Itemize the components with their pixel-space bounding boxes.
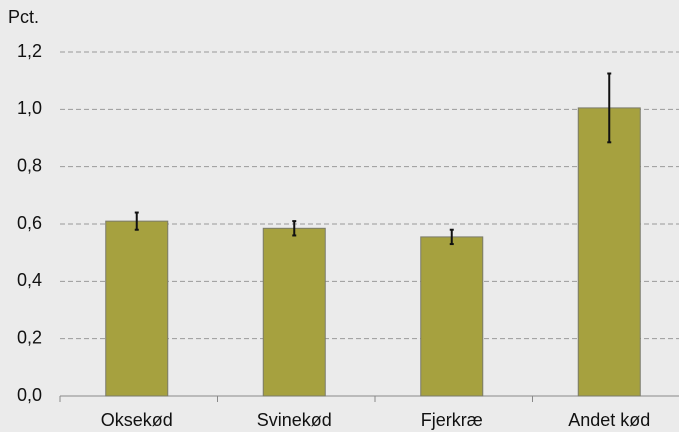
x-tick-label: Oksekød	[101, 410, 173, 430]
y-tick-label: 0,8	[17, 155, 42, 175]
y-tick-label: 0,4	[17, 270, 42, 290]
x-tick-label: Svinekød	[257, 410, 332, 430]
y-tick-label: 1,0	[17, 98, 42, 118]
bar	[262, 227, 326, 397]
y-tick-label: 0,6	[17, 213, 42, 233]
x-tick-label: Fjerkræ	[421, 410, 483, 430]
y-axis-label: Pct.	[8, 7, 39, 27]
bar	[420, 236, 484, 397]
y-tick-label: 0,2	[17, 327, 42, 347]
y-tick-label: 0,0	[17, 385, 42, 405]
x-tick-label: Andet kød	[568, 410, 650, 430]
bar	[105, 220, 169, 397]
bar	[577, 107, 641, 397]
y-tick-label: 1,2	[17, 41, 42, 61]
